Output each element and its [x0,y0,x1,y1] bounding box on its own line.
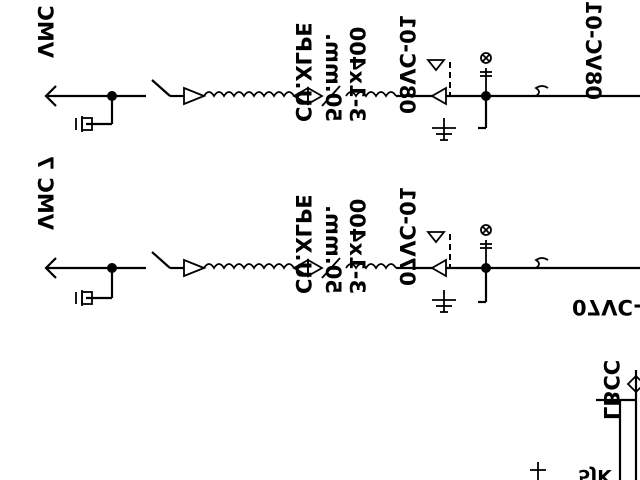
feeder-tag-right: 08VC-01 [581,1,605,100]
cut-marker [534,257,549,269]
vmc-label: VMC 7 [33,156,57,230]
lbcc-box-label: LBCC [599,360,623,420]
feeder-arrow [44,257,57,279]
cut-marker [534,85,549,97]
cable-end-triangle-b [292,86,309,106]
bottom-fragment [530,370,640,480]
cable-spec-line-3: 3-1x400 [345,27,369,122]
termination-triangle [430,86,447,106]
cable-slash [321,85,341,107]
ct-triangle [426,59,446,72]
feeder-tag-right: 07VC- [572,295,640,319]
feeder-tag: 07VC-01 [395,187,419,286]
bottom-left-label: 5JK [578,465,612,480]
cable-spec-line-2: 50.mm. [321,33,345,122]
termination-triangle [430,258,447,278]
arrester-symbol [480,224,492,236]
cable-spec-line-1: CU.XLPE [291,22,315,122]
feeder-8 [44,52,640,141]
cable-coil-2 [203,263,295,270]
arrester-symbol [480,52,492,64]
cable-coil-2 [203,91,295,98]
cable-spec-line-3: 3-1x400 [345,199,369,294]
ct-triangle [426,231,446,244]
cable-end-triangle-c [183,86,207,106]
feeder-7 [44,224,640,313]
cable-coil-1 [345,263,397,270]
cable-spec-line-2: 50.mm. [321,205,345,294]
cable-coil-1 [345,91,397,98]
vmc-label: VMC 8 [33,0,57,58]
cable-spec-line-1: CU.XLPE [291,194,315,294]
breaker-contact [151,251,171,269]
feeder-tag: 08VC-01 [395,15,419,114]
breaker-contact [151,79,171,97]
feeder-arrow [44,85,57,107]
